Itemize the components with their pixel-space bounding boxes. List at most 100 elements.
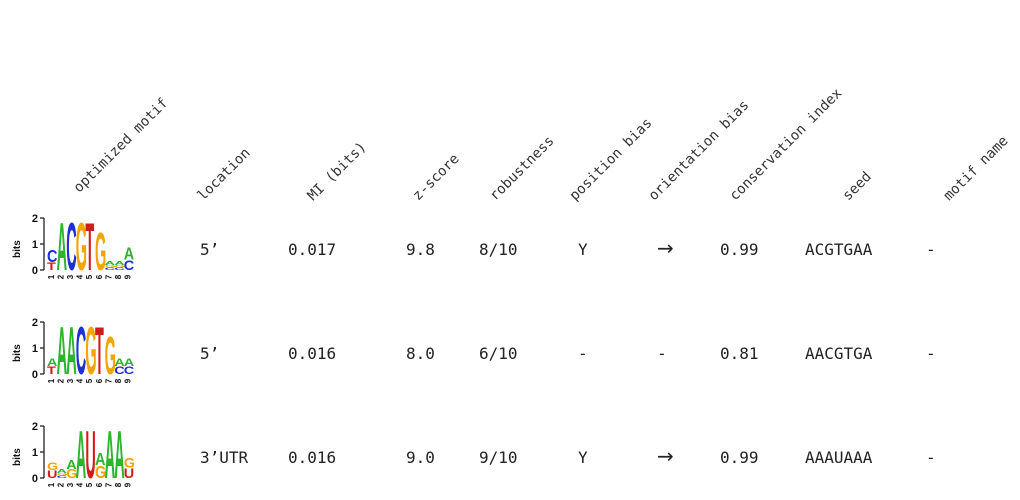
logo-letter-a: A bbox=[66, 458, 77, 472]
logo-letter-g: G bbox=[66, 467, 77, 481]
orientation-bias-cell: → bbox=[657, 444, 674, 468]
logo-letter-c: C bbox=[105, 267, 116, 271]
logo-letter-c: C bbox=[66, 212, 76, 282]
seed-cell: AACGTGA bbox=[805, 344, 873, 363]
position-bias-cell: - bbox=[578, 344, 588, 363]
robustness-cell: 6/10 bbox=[479, 344, 518, 363]
logo-letter-g: G bbox=[57, 472, 68, 476]
logo-y-tick-label: 1 bbox=[32, 447, 38, 459]
logo-letter-g: G bbox=[114, 264, 125, 268]
logo-letter-g: G bbox=[95, 463, 106, 483]
logo-ylabel: bits bbox=[12, 240, 23, 258]
logo-letter-a: A bbox=[47, 356, 57, 369]
robustness-cell: 9/10 bbox=[479, 448, 518, 467]
logo-position-label: 4 bbox=[76, 482, 85, 487]
logo-y-tick-label: 0 bbox=[32, 369, 38, 381]
conservation-cell: 0.99 bbox=[720, 448, 759, 467]
logo-letter-g: G bbox=[124, 456, 135, 472]
logo-letter-c: C bbox=[47, 247, 58, 267]
logo-position-label: 8 bbox=[114, 378, 123, 383]
logo-letter-a: A bbox=[57, 316, 67, 386]
logo-letter-c: C bbox=[114, 364, 124, 377]
logo-letter-u: U bbox=[85, 420, 95, 490]
logo-letter-a: A bbox=[105, 260, 116, 266]
logo-position-label: 1 bbox=[47, 378, 56, 383]
logo-position-label: 7 bbox=[104, 378, 113, 383]
logo-letter-g: G bbox=[95, 224, 106, 282]
location-cell: 5’ bbox=[200, 344, 220, 363]
position-bias-cell: Y bbox=[578, 240, 588, 259]
logo-position-label: 9 bbox=[124, 378, 133, 383]
logo-letter-g: G bbox=[105, 328, 116, 386]
logo-position-label: 5 bbox=[85, 482, 94, 487]
z-score-cell: 8.0 bbox=[406, 344, 435, 363]
logo-letter-a: A bbox=[76, 420, 86, 490]
logo-letter-c: C bbox=[124, 364, 134, 377]
logo-letter-t: T bbox=[47, 364, 56, 377]
table-row: bits 2 1 0 T C 1 A 2 C 3 G 4 T 5 G 6 C G A 7 C G A 8 C A 9 5’ 0.017 9.… bbox=[0, 212, 1020, 292]
seed-cell: AAAUAAA bbox=[805, 448, 873, 467]
logo-position-label: 3 bbox=[66, 274, 75, 279]
logo-letter-t: T bbox=[47, 260, 56, 273]
orientation-bias-cell: - bbox=[657, 344, 667, 363]
mi-cell: 0.016 bbox=[288, 448, 337, 467]
logo-letter-c: C bbox=[124, 258, 134, 274]
logo-position-label: 2 bbox=[56, 274, 65, 279]
logo-position-label: 9 bbox=[124, 274, 133, 279]
logo-letter-a: A bbox=[124, 356, 134, 369]
logo-y-tick-label: 2 bbox=[32, 317, 38, 329]
logo-letter-t: T bbox=[95, 316, 104, 386]
logo-ylabel: bits bbox=[12, 344, 23, 362]
location-cell: 3’UTR bbox=[200, 448, 249, 467]
logo-position-label: 8 bbox=[114, 274, 123, 279]
z-score-cell: 9.8 bbox=[406, 240, 435, 259]
logo-letter-a: A bbox=[57, 468, 68, 474]
motif-name-cell: - bbox=[926, 240, 936, 259]
motif-name-cell: - bbox=[926, 448, 936, 467]
table-row: bits 2 1 0 T A 1 A 2 A 3 C 4 G 5 T 6 G 7 C A 8 C A 9 5’ 0.016 8.0 6/… bbox=[0, 316, 1020, 396]
logo-position-label: 1 bbox=[47, 274, 56, 279]
table-row: bits 2 1 0 U G 1 C G A 2 G A 3 A 4 U 5 G A 6 A 7 A 8 U G 9 3’UTR 0.01… bbox=[0, 420, 1020, 500]
header-position-bias: position bias bbox=[566, 115, 656, 204]
logo-ylabel: bits bbox=[12, 448, 23, 466]
logo-y-tick-label: 2 bbox=[32, 213, 38, 225]
logo-letter-c: C bbox=[76, 316, 86, 386]
logo-y-tick-label: 1 bbox=[32, 239, 38, 251]
logo-letter-a: A bbox=[105, 420, 115, 490]
logo-letter-g: G bbox=[105, 264, 116, 268]
logo-letter-u: U bbox=[124, 466, 134, 482]
header-seed: seed bbox=[839, 168, 875, 204]
logo-letter-a: A bbox=[124, 244, 135, 264]
logo-position-label: 3 bbox=[66, 378, 75, 383]
z-score-cell: 9.0 bbox=[406, 448, 435, 467]
orientation-bias-cell: → bbox=[657, 236, 674, 260]
logo-position-label: 5 bbox=[85, 274, 94, 279]
logo-position-label: 8 bbox=[114, 482, 123, 487]
logo-y-tick-label: 0 bbox=[32, 265, 38, 277]
logo-letter-a: A bbox=[114, 420, 124, 490]
seed-cell: ACGTGAA bbox=[805, 240, 873, 259]
header-mi-bits: MI (bits) bbox=[304, 139, 370, 204]
logo-letter-a: A bbox=[66, 316, 76, 386]
logo-position-label: 6 bbox=[95, 482, 104, 487]
position-bias-cell: Y bbox=[578, 448, 588, 467]
logo-position-label: 4 bbox=[76, 274, 85, 279]
conservation-cell: 0.99 bbox=[720, 240, 759, 259]
logo-position-label: 5 bbox=[85, 378, 94, 383]
header-motif-name: motif name bbox=[940, 133, 1012, 204]
mi-cell: 0.017 bbox=[288, 240, 337, 259]
logo-letter-g: G bbox=[76, 212, 87, 282]
logo-position-label: 6 bbox=[95, 378, 104, 383]
header-location: location bbox=[194, 145, 254, 204]
header-robustness: robustness bbox=[486, 133, 558, 204]
logo-position-label: 6 bbox=[95, 274, 104, 279]
header-optimized-motif: optimized motif bbox=[70, 95, 172, 196]
logo-letter-a: A bbox=[114, 260, 125, 266]
location-cell: 5’ bbox=[200, 240, 220, 259]
logo-letter-g: G bbox=[85, 316, 96, 386]
logo-position-label: 2 bbox=[56, 378, 65, 383]
header-z-score: z-score bbox=[409, 150, 463, 204]
logo-y-tick-label: 0 bbox=[32, 473, 38, 485]
conservation-cell: 0.81 bbox=[720, 344, 759, 363]
